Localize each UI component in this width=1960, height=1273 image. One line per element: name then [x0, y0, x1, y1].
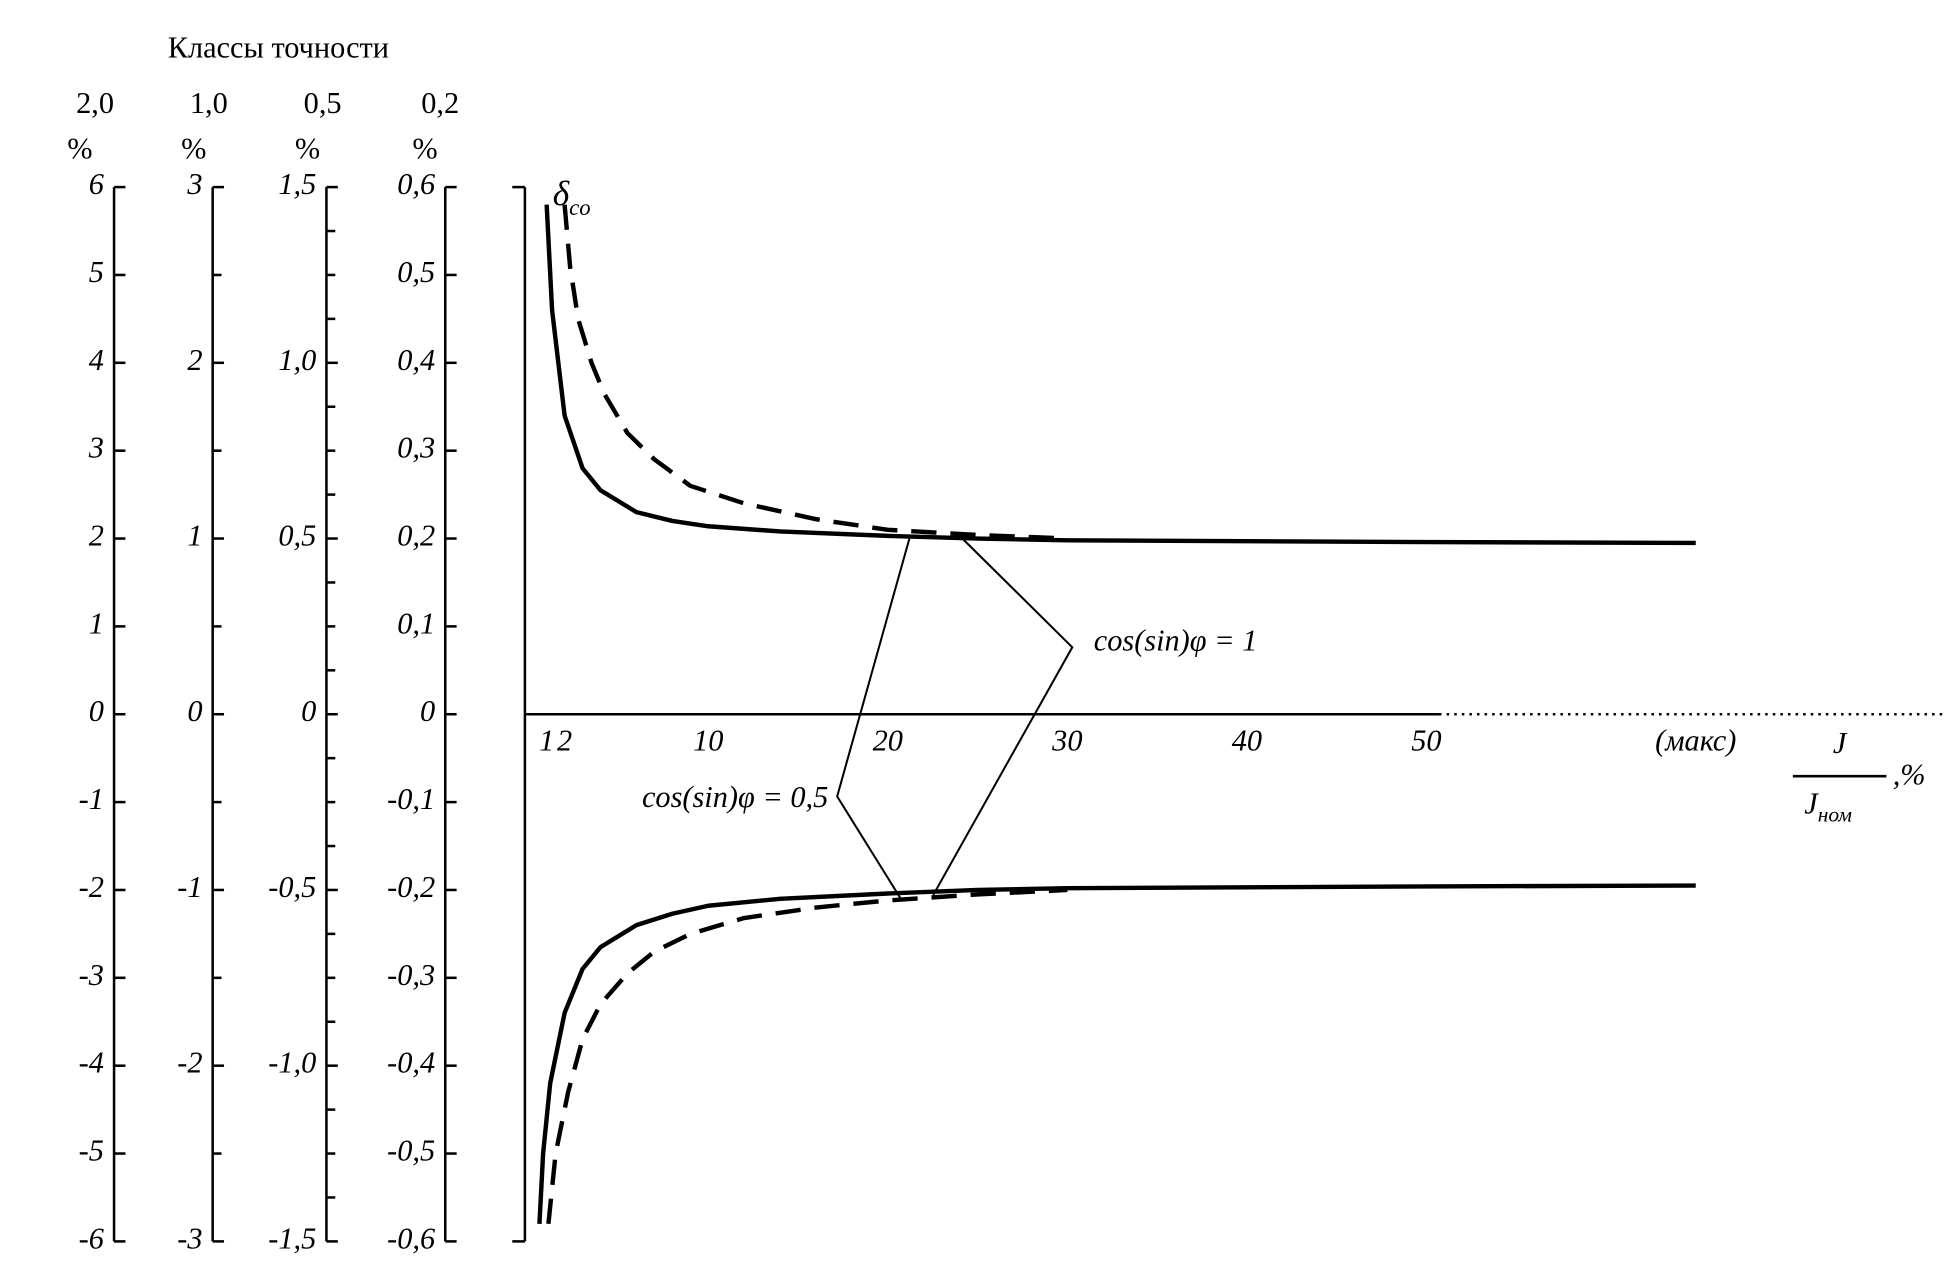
axis-header: 0,2: [421, 86, 459, 120]
y-label-main: δ: [553, 173, 570, 213]
x-label-denominator: Jном: [1804, 786, 1852, 826]
y-tick-label: 0,5: [278, 518, 316, 552]
axis-unit: %: [181, 132, 206, 166]
annotation: cos(sin)φ = 0,5: [642, 780, 828, 814]
y-tick-label: 1,0: [278, 343, 316, 377]
y-tick-label: 0,3: [397, 431, 435, 465]
x-tick-label: (макс): [1655, 723, 1736, 757]
y-tick-label: -5: [79, 1133, 104, 1167]
axis-header: 0,5: [304, 86, 342, 120]
axis-unit: %: [295, 132, 320, 166]
y-tick-label: 0: [89, 694, 104, 728]
curve: [562, 204, 1068, 541]
y-tick-label: -4: [79, 1046, 104, 1080]
y-tick-label: 6: [89, 167, 105, 201]
y-tick-label: -0,3: [387, 958, 435, 992]
leader-line: [836, 534, 912, 901]
y-tick-label: -2: [177, 1046, 202, 1080]
y-tick-label: -1,5: [268, 1221, 316, 1255]
x-tick-label: 40: [1232, 723, 1262, 757]
x-tick-label: 30: [1051, 723, 1082, 757]
y-tick-label: 2: [89, 518, 104, 552]
x-label-denominator-sub: ном: [1818, 803, 1853, 827]
axis-unit: %: [412, 132, 437, 166]
y-tick-label: -0,5: [268, 870, 316, 904]
y-tick-label: 0,2: [397, 518, 435, 552]
y-tick-label: -0,6: [387, 1221, 436, 1255]
chart-title: Классы точности: [168, 31, 389, 65]
y-tick-label: -3: [177, 1221, 202, 1255]
x-tick-label: 1: [539, 723, 554, 757]
axis-header: 1,0: [190, 86, 228, 120]
y-tick-label: 3: [186, 167, 202, 201]
x-tick-label: 10: [693, 723, 723, 757]
y-label: δco: [553, 173, 591, 220]
curve: [544, 204, 1696, 546]
y-tick-label: 5: [89, 255, 104, 289]
curve: [546, 887, 1068, 1225]
y-tick-label: 2: [187, 343, 202, 377]
x-label-denominator-main: J: [1804, 786, 1819, 820]
y-tick-label: -6: [79, 1221, 105, 1255]
y-tick-label: 0,4: [397, 343, 435, 377]
y-tick-label: -0,1: [387, 782, 435, 816]
x-tick-label: 2: [557, 723, 572, 757]
x-label-numerator: J: [1833, 726, 1848, 760]
y-tick-label: -1: [79, 782, 104, 816]
y-tick-label: 0: [187, 694, 202, 728]
x-label-unit: ,%: [1893, 757, 1926, 791]
y-tick-label: 0,6: [397, 167, 436, 201]
y-tick-label: -2: [79, 870, 104, 904]
y-tick-label: 4: [89, 343, 104, 377]
axis-unit: %: [67, 132, 92, 166]
leader-line: [932, 536, 1074, 896]
y-tick-label: -0,2: [387, 870, 435, 904]
y-tick-label: 1,5: [278, 167, 316, 201]
y-tick-label: 0: [301, 694, 316, 728]
y-label-sub: co: [569, 195, 590, 220]
y-tick-label: -1: [177, 870, 202, 904]
axis-header: 2,0: [76, 86, 114, 120]
annotation: cos(sin)φ = 1: [1094, 623, 1258, 657]
y-tick-label: 0,1: [397, 606, 435, 640]
y-tick-label: -3: [79, 958, 104, 992]
y-tick-label: 3: [88, 431, 104, 465]
curve: [537, 883, 1696, 1224]
x-tick-label: 20: [873, 723, 903, 757]
x-tick-label: 50: [1411, 723, 1441, 757]
y-tick-label: 1: [89, 606, 104, 640]
y-tick-label: -0,4: [387, 1046, 435, 1080]
y-tick-label: -0,5: [387, 1133, 435, 1167]
y-tick-label: 1: [187, 518, 202, 552]
y-tick-label: 0: [420, 694, 435, 728]
y-tick-label: 0,5: [397, 255, 435, 289]
y-tick-label: -1,0: [268, 1046, 316, 1080]
